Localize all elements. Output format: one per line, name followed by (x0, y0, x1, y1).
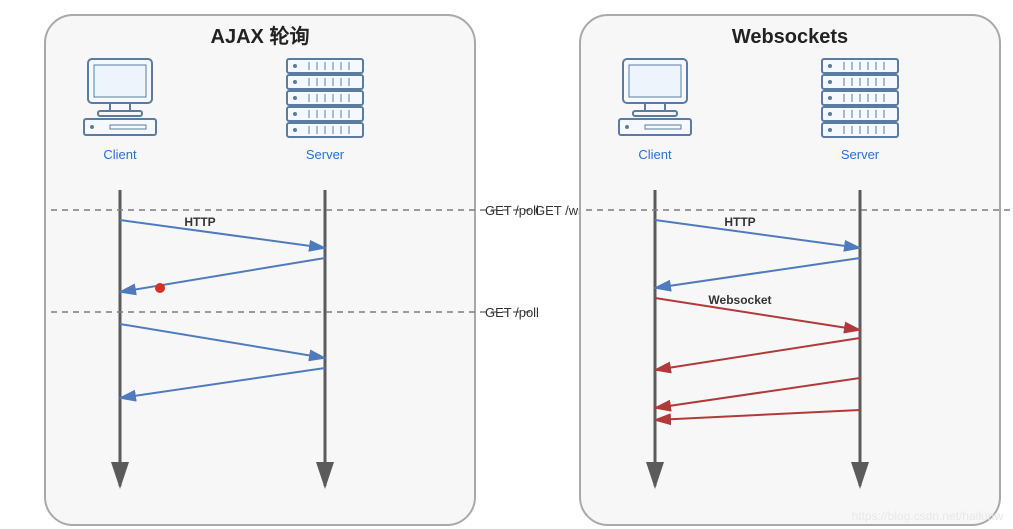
right-msg-label-2: Websocket (708, 293, 771, 307)
left-server-icon (287, 59, 363, 137)
ws-side-label: GET /ws (535, 203, 585, 218)
left-msg-label-0: HTTP (184, 215, 215, 229)
left-divider-label-1: GET /poll (485, 305, 539, 320)
left-client-label: Client (103, 147, 137, 162)
right-server-label: Server (841, 147, 880, 162)
left-divider-label-0: GET /poll (485, 203, 539, 218)
right-title: Websockets (732, 26, 848, 48)
right-client-icon (619, 59, 691, 135)
left-client-icon (84, 59, 156, 135)
right-msg-label-0: HTTP (724, 215, 755, 229)
left-red-dot (155, 283, 165, 293)
diagram-canvas: AJAX 轮询ClientServerGET /pollGET /pollGET… (0, 0, 1013, 529)
left-title: AJAX 轮询 (211, 24, 310, 48)
left-server-label: Server (306, 147, 345, 162)
right-client-label: Client (638, 147, 672, 162)
right-server-icon (822, 59, 898, 137)
